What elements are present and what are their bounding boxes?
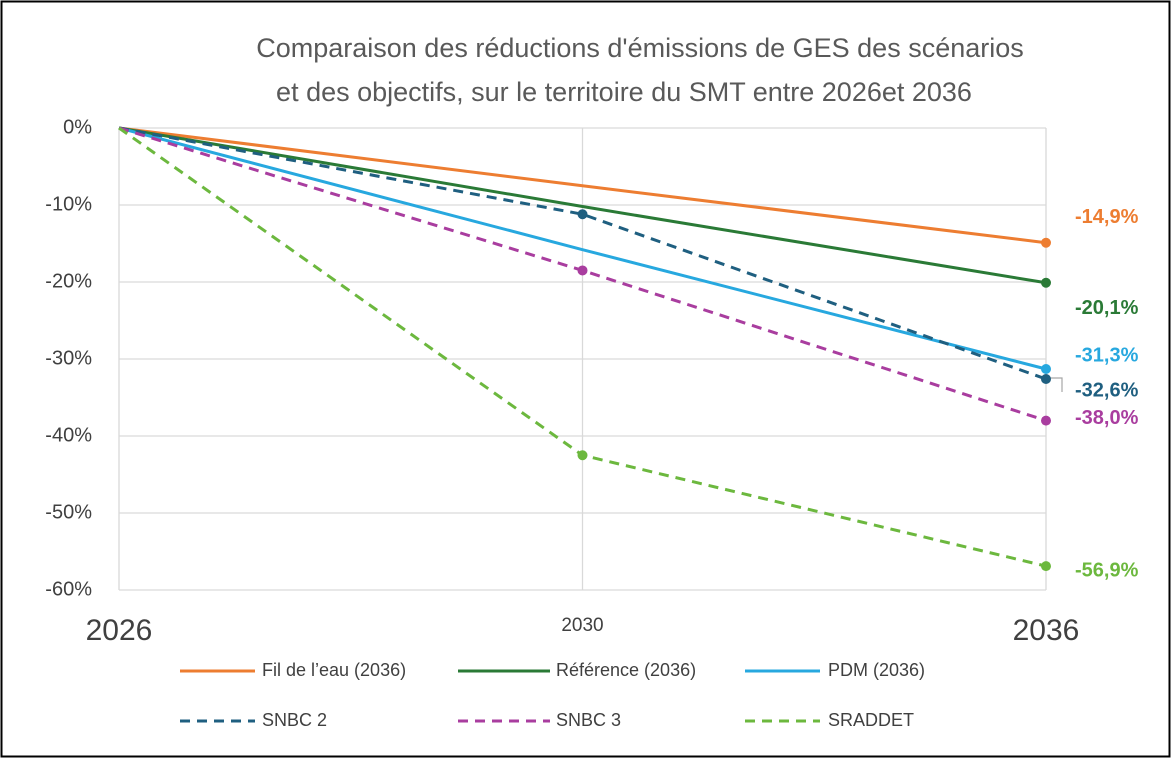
legend-label: SNBC 2 (262, 710, 327, 730)
marker (577, 265, 588, 276)
y-tick-label: -50% (45, 501, 92, 523)
legend-label: Fil de l’eau (2036) (262, 660, 406, 680)
y-tick-label: -30% (45, 347, 92, 369)
x-tick-label: 2030 (561, 615, 603, 636)
marker (1041, 364, 1051, 375)
series-line (118, 126, 1047, 381)
marker (1041, 237, 1051, 248)
series-line (118, 126, 1047, 371)
x-tick-label: 2026 (86, 614, 153, 647)
y-tick-label: -40% (45, 424, 92, 446)
marker (577, 450, 588, 461)
legend-label: SRADDET (828, 710, 914, 730)
series-line (118, 126, 1047, 245)
data-label: -32,6% (1075, 379, 1139, 401)
y-tick-label: -60% (45, 578, 92, 600)
data-label: -31,3% (1075, 344, 1139, 366)
marker (1041, 374, 1051, 385)
series-line (118, 126, 1047, 285)
chart-title: Comparaison des réductions d'émissions d… (256, 33, 1024, 63)
legend-label: SNBC 3 (556, 710, 621, 730)
data-label: -38,0% (1075, 407, 1139, 429)
chart-title: et des objectifs, sur le territoire du S… (276, 77, 972, 107)
data-label: -56,9% (1075, 559, 1139, 581)
marker (1041, 415, 1051, 426)
data-label: -14,9% (1075, 206, 1139, 228)
y-tick-label: -20% (45, 270, 92, 292)
y-tick-label: 0% (63, 116, 92, 138)
y-tick-label: -10% (45, 193, 92, 215)
data-label: -20,1% (1075, 297, 1139, 319)
legend-label: PDM (2036) (828, 660, 925, 680)
marker (1041, 561, 1051, 572)
marker (577, 209, 588, 220)
legend-label: Référence (2036) (556, 660, 696, 680)
marker (1041, 277, 1051, 288)
x-tick-label: 2036 (1013, 614, 1080, 647)
leader-line (1048, 377, 1063, 392)
